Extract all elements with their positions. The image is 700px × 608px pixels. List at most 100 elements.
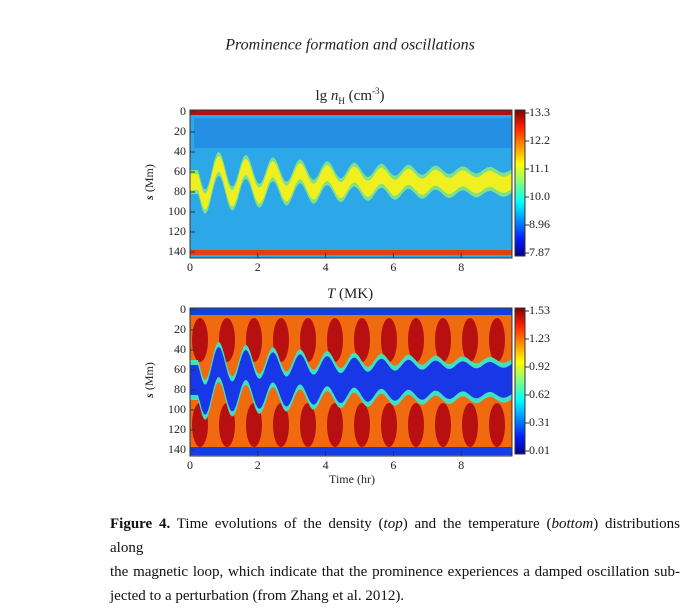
x-tick-label: 6 bbox=[390, 458, 396, 472]
colorbar-label: 0.31 bbox=[529, 415, 550, 429]
caption-text: the magnetic loop, which indicate that t… bbox=[110, 564, 680, 580]
y-tick-label: 0 bbox=[180, 104, 186, 118]
hot-blob bbox=[489, 403, 505, 447]
hot-blob bbox=[273, 403, 289, 447]
hot-blob bbox=[300, 403, 316, 447]
y-tick-label: 120 bbox=[168, 422, 186, 436]
y-tick-label: 100 bbox=[168, 402, 186, 416]
title-part: T bbox=[327, 286, 337, 302]
hot-blob bbox=[327, 318, 343, 362]
caption-text: jected to a perturbation (from Zhang et … bbox=[110, 588, 405, 604]
colorbar-label: 1.53 bbox=[529, 303, 550, 317]
title-part: n bbox=[331, 88, 339, 104]
bottom-edge bbox=[190, 447, 512, 455]
title-part: ) bbox=[380, 88, 385, 104]
x-tick-label: 0 bbox=[187, 458, 193, 472]
colorbar-label: 12.2 bbox=[529, 133, 550, 147]
hot-blob bbox=[435, 403, 451, 447]
x-tick-label: 2 bbox=[255, 260, 261, 274]
caption-line: jected to a perturbation (from Zhang et … bbox=[110, 584, 680, 608]
colorbar-label: 11.1 bbox=[529, 161, 550, 175]
hot-blob bbox=[489, 318, 505, 362]
figure-label: Figure 4. bbox=[110, 516, 171, 532]
colorbar-label: 8.96 bbox=[529, 217, 550, 231]
x-tick-label: 8 bbox=[458, 260, 464, 274]
x-tick-label: 4 bbox=[323, 458, 329, 472]
hot-blob bbox=[354, 318, 370, 362]
hot-blob bbox=[327, 403, 343, 447]
hot-blob bbox=[408, 318, 424, 362]
y-tick-label: 100 bbox=[168, 204, 186, 218]
plot-frame bbox=[189, 109, 513, 259]
running-header: Prominence formation and oscillations bbox=[224, 37, 475, 54]
hot-blob bbox=[192, 318, 208, 362]
y-tick-label: 20 bbox=[174, 322, 186, 336]
x-axis-label: Time (hr) bbox=[329, 472, 375, 486]
caption: Figure 4. Time evolutions of the density… bbox=[110, 512, 680, 608]
title-part: (cm bbox=[345, 88, 372, 104]
dark-region bbox=[194, 118, 512, 148]
hot-blob bbox=[300, 318, 316, 362]
colorbar-label: 13.3 bbox=[529, 105, 550, 119]
x-tick-label: 6 bbox=[390, 260, 396, 274]
y-tick-label: 140 bbox=[168, 244, 186, 258]
top-edge bbox=[190, 110, 512, 115]
caption-text: ) and the temperature ( bbox=[402, 516, 552, 532]
y-label-var: s bbox=[142, 393, 156, 399]
x-tick-label: 8 bbox=[458, 458, 464, 472]
y-tick-label: 80 bbox=[174, 184, 186, 198]
x-tick-label: 0 bbox=[187, 260, 193, 274]
plot-frame bbox=[189, 307, 513, 457]
y-label-var: s bbox=[142, 195, 156, 201]
y-tick-label: 40 bbox=[174, 342, 186, 356]
hot-blob bbox=[462, 318, 478, 362]
bottom-edge bbox=[190, 250, 512, 255]
colorbar-label: 0.01 bbox=[529, 443, 550, 457]
panel-title: lg nH (cm-3) bbox=[316, 86, 385, 106]
caption-line: Figure 4. Time evolutions of the density… bbox=[110, 512, 680, 560]
y-tick-label: 140 bbox=[168, 442, 186, 456]
figure: Prominence formation and oscillations lg… bbox=[142, 37, 550, 486]
colorbar-label: 1.23 bbox=[529, 331, 550, 345]
y-tick-label: 0 bbox=[180, 302, 186, 316]
panel-title: T (MK) bbox=[327, 286, 373, 302]
heatmap bbox=[190, 110, 512, 258]
title-part: H bbox=[338, 96, 345, 106]
hot-blob bbox=[354, 403, 370, 447]
y-label-unit: (Mm) bbox=[142, 164, 156, 195]
title-part: lg bbox=[316, 88, 331, 104]
y-tick-label: 60 bbox=[174, 164, 186, 178]
heatmap bbox=[190, 308, 512, 456]
colorbar bbox=[514, 307, 526, 455]
caption-text: ) distributions along bbox=[110, 516, 680, 556]
caption-text: bottom bbox=[551, 516, 594, 532]
hot-blob bbox=[462, 403, 478, 447]
hot-blob bbox=[381, 318, 397, 362]
title-part: -3 bbox=[372, 86, 380, 96]
colorbar-label: 0.92 bbox=[529, 359, 550, 373]
y-tick-label: 40 bbox=[174, 144, 186, 158]
title-part: (MK) bbox=[335, 286, 373, 302]
x-tick-label: 2 bbox=[255, 458, 261, 472]
top-edge bbox=[190, 308, 512, 315]
y-label-unit: (Mm) bbox=[142, 362, 156, 393]
y-axis-label: s (Mm) bbox=[142, 362, 156, 399]
hot-blob bbox=[273, 318, 289, 362]
hot-blob bbox=[246, 403, 262, 447]
colorbar-label: 10.0 bbox=[529, 189, 550, 203]
cool-band bbox=[190, 347, 512, 415]
caption-text: Time evolutions of the density ( bbox=[170, 516, 384, 532]
hot-blob bbox=[435, 318, 451, 362]
colorbar-label: 0.62 bbox=[529, 387, 550, 401]
y-tick-label: 60 bbox=[174, 362, 186, 376]
hot-blob bbox=[381, 403, 397, 447]
y-tick-label: 20 bbox=[174, 124, 186, 138]
y-axis-label: s (Mm) bbox=[142, 164, 156, 201]
caption-line: the magnetic loop, which indicate that t… bbox=[110, 560, 680, 584]
y-tick-label: 120 bbox=[168, 224, 186, 238]
hot-blob bbox=[246, 318, 262, 362]
caption-text: top bbox=[383, 516, 403, 532]
x-tick-label: 4 bbox=[323, 260, 329, 274]
hot-blob bbox=[408, 403, 424, 447]
